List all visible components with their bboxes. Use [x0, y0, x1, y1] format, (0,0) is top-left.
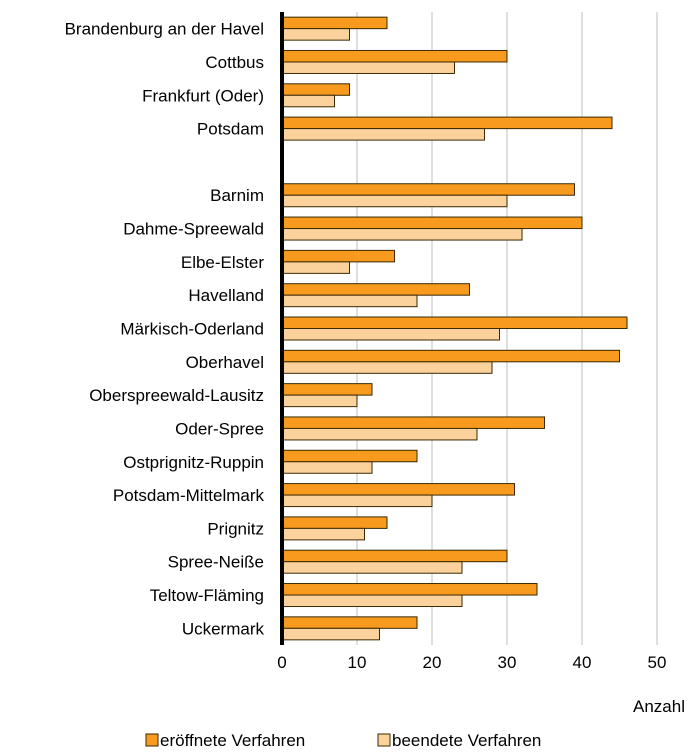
bar-beendet	[281, 627, 380, 641]
legend-swatch	[377, 733, 391, 747]
category-label: Uckermark	[182, 619, 265, 638]
category-label: Elbe-Elster	[181, 253, 264, 272]
bar-eroeffnet	[281, 516, 388, 529]
bar-eroeffnet	[281, 16, 388, 30]
bar-beendet	[281, 228, 523, 241]
bar-beendet	[281, 28, 350, 41]
bar-beendet	[281, 94, 335, 108]
category-label: Dahme-Spreewald	[123, 220, 264, 239]
bar-eroeffnet	[281, 483, 515, 496]
category-label: Potsdam	[197, 120, 264, 139]
bar-eroeffnet	[281, 383, 373, 396]
bar-eroeffnet	[281, 216, 583, 230]
bar-eroeffnet	[281, 449, 418, 463]
bar-eroeffnet	[281, 316, 628, 329]
category-label: Prignitz	[207, 519, 264, 538]
x-axis-label: Anzahl	[633, 697, 685, 716]
x-tick-label: 50	[648, 653, 667, 672]
x-tick-label: 40	[573, 653, 592, 672]
category-label: Barnim	[210, 186, 264, 205]
bar-eroeffnet	[281, 83, 350, 96]
bar-eroeffnet	[281, 183, 575, 196]
bar-beendet	[281, 527, 365, 541]
legend-label: beendete Verfahren	[392, 731, 541, 750]
category-label: Märkisch-Oderland	[120, 320, 264, 339]
category-label: Ostprignitz-Ruppin	[123, 453, 264, 472]
bar-eroeffnet	[281, 49, 508, 63]
bar-beendet	[281, 128, 485, 141]
category-label: Potsdam-Mittelmark	[113, 486, 265, 505]
legend-swatch	[145, 733, 159, 747]
category-label: Havelland	[188, 286, 264, 305]
bar-eroeffnet	[281, 283, 470, 296]
category-label: Frankfurt (Oder)	[142, 86, 264, 105]
bar-eroeffnet	[281, 616, 418, 629]
bars	[281, 16, 628, 641]
x-tick-label: 20	[423, 653, 442, 672]
bar-eroeffnet	[281, 116, 613, 130]
bar-beendet	[281, 61, 455, 74]
x-tick-label: 0	[277, 653, 286, 672]
legend: eröffnete Verfahren beendete Verfahren	[145, 731, 541, 750]
category-label: Oberspreewald-Lausitz	[89, 386, 264, 405]
bar-beendet	[281, 394, 358, 408]
bar-beendet	[281, 427, 478, 441]
bar-eroeffnet	[281, 416, 545, 429]
bar-beendet	[281, 561, 463, 574]
bar-beendet	[281, 294, 418, 308]
bar-beendet	[281, 461, 373, 474]
bar-eroeffnet	[281, 349, 620, 363]
bar-eroeffnet	[281, 249, 395, 263]
category-label: Oberhavel	[186, 353, 264, 372]
bar-eroeffnet	[281, 583, 538, 596]
bar-beendet	[281, 594, 463, 608]
category-label: Oder-Spree	[175, 419, 264, 438]
x-tick-label: 30	[498, 653, 517, 672]
bar-beendet	[281, 261, 350, 274]
bar-eroeffnet	[281, 549, 508, 563]
x-tick-labels: 0 10 20 30 40 50	[277, 653, 666, 672]
category-label: Teltow-Fläming	[150, 586, 264, 605]
legend-label: eröffnete Verfahren	[160, 731, 305, 750]
category-label: Spree-Neiße	[168, 553, 264, 572]
category-labels: Brandenburg an der Havel Cottbus Frankfurt…	[65, 20, 265, 639]
bar-beendet	[281, 328, 500, 341]
bar-beendet	[281, 494, 433, 508]
x-tick-label: 10	[348, 653, 367, 672]
category-label: Cottbus	[205, 53, 264, 72]
category-label: Brandenburg an der Havel	[65, 20, 264, 39]
bar-beendet	[281, 361, 493, 374]
bar-beendet	[281, 194, 508, 208]
